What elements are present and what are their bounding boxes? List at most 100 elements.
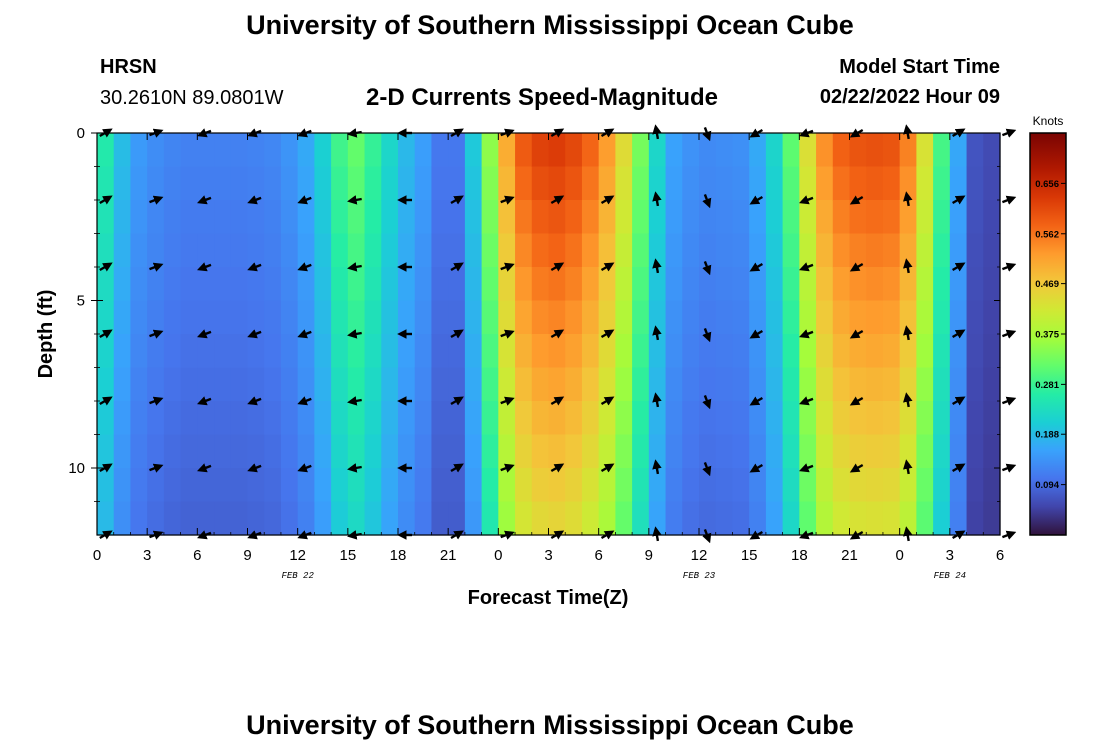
current-vector-arrow xyxy=(702,394,712,410)
heat-cell xyxy=(130,200,148,235)
heat-cell xyxy=(398,434,416,469)
heat-cell xyxy=(130,468,148,503)
date-label: FEB 23 xyxy=(683,571,716,581)
heat-cell xyxy=(314,401,332,436)
heat-cell xyxy=(682,200,700,235)
heat-cell xyxy=(264,133,282,168)
current-vector-arrow xyxy=(550,262,565,272)
heat-cell xyxy=(565,367,583,402)
heat-cell xyxy=(381,200,399,235)
heat-cell xyxy=(682,166,700,201)
heat-cell xyxy=(949,233,968,268)
heat-cell xyxy=(916,233,934,268)
current-vector-arrow xyxy=(749,262,763,272)
heat-cell xyxy=(732,133,750,168)
heat-cell xyxy=(247,133,265,168)
current-vector-arrow xyxy=(652,258,662,274)
heat-cell xyxy=(147,267,165,302)
heat-cell xyxy=(682,267,700,302)
date-label: FEB 22 xyxy=(281,571,314,581)
heat-cell xyxy=(414,468,433,503)
heat-cell xyxy=(665,166,683,201)
current-vector-arrow xyxy=(347,396,362,406)
heat-cell xyxy=(799,501,817,536)
heat-cell xyxy=(682,300,700,335)
heat-cell xyxy=(214,401,232,436)
heat-cell xyxy=(180,166,198,201)
heat-cell xyxy=(565,166,583,201)
heat-cell xyxy=(431,367,449,402)
heat-cell xyxy=(364,166,382,201)
heat-cell xyxy=(933,468,951,503)
heat-cell xyxy=(849,334,867,369)
heat-cell xyxy=(849,501,867,536)
current-vector-arrow xyxy=(99,396,113,406)
current-vector-arrow xyxy=(652,191,662,207)
current-vector-arrow xyxy=(903,191,913,207)
heat-cell xyxy=(247,468,265,503)
heat-cell xyxy=(816,166,834,201)
heat-cell xyxy=(314,200,332,235)
heat-cell xyxy=(130,334,148,369)
heat-cell xyxy=(448,468,466,503)
heat-cell xyxy=(799,267,817,302)
colorbar-tick-label: 0.562 xyxy=(1035,229,1059,240)
heat-cell xyxy=(398,133,416,168)
heat-cell xyxy=(699,401,717,436)
heat-cell xyxy=(347,300,366,335)
heat-cell xyxy=(732,166,750,201)
heat-cell xyxy=(548,133,566,168)
heat-cell xyxy=(448,434,466,469)
heat-cell xyxy=(832,200,851,235)
heat-cell xyxy=(314,233,332,268)
current-vector-arrow xyxy=(500,329,515,339)
heat-cell xyxy=(581,501,600,536)
heat-cell xyxy=(782,233,800,268)
heat-cell xyxy=(983,334,1001,369)
current-vector-arrow xyxy=(149,195,164,205)
colorbar-tick-label: 0.188 xyxy=(1035,430,1059,441)
x-tick-label: 0 xyxy=(895,547,903,564)
heat-cell xyxy=(531,501,550,536)
heat-cell xyxy=(949,434,968,469)
current-vector-arrow xyxy=(652,325,662,341)
heat-cell xyxy=(949,334,968,369)
heat-cell xyxy=(147,133,165,168)
heat-cell xyxy=(163,468,182,503)
heat-cell xyxy=(264,267,282,302)
heat-cell xyxy=(97,501,115,536)
heat-cell xyxy=(297,334,315,369)
heat-cell xyxy=(130,300,148,335)
current-vector-arrow xyxy=(849,195,864,205)
heat-cell xyxy=(163,434,182,469)
current-vector-arrow xyxy=(799,463,814,473)
heat-cell xyxy=(715,401,734,436)
heat-cell xyxy=(331,300,349,335)
heat-cell xyxy=(899,501,917,536)
heat-cell xyxy=(97,200,115,235)
heat-cell xyxy=(581,434,600,469)
heat-cell xyxy=(849,133,867,168)
heat-cell xyxy=(398,233,416,268)
current-vector-arrow xyxy=(799,396,814,406)
current-vector-arrow xyxy=(247,396,262,406)
heat-cell xyxy=(448,401,466,436)
heat-cell xyxy=(882,334,901,369)
heat-cell xyxy=(197,468,215,503)
heat-cell xyxy=(648,200,667,235)
heat-cell xyxy=(531,434,550,469)
heat-cell xyxy=(297,434,315,469)
heat-cell xyxy=(699,300,717,335)
current-vector-arrow xyxy=(450,396,464,406)
heat-cell xyxy=(314,501,332,536)
heat-cell xyxy=(632,334,650,369)
heat-cell xyxy=(331,200,349,235)
heat-cell xyxy=(933,300,951,335)
heat-cell xyxy=(715,468,734,503)
heat-cell xyxy=(147,501,165,536)
current-vector-arrow xyxy=(550,195,565,205)
heat-cell xyxy=(866,401,884,436)
heat-cell xyxy=(414,501,433,536)
heat-cell xyxy=(448,501,466,536)
heat-cell xyxy=(632,367,650,402)
